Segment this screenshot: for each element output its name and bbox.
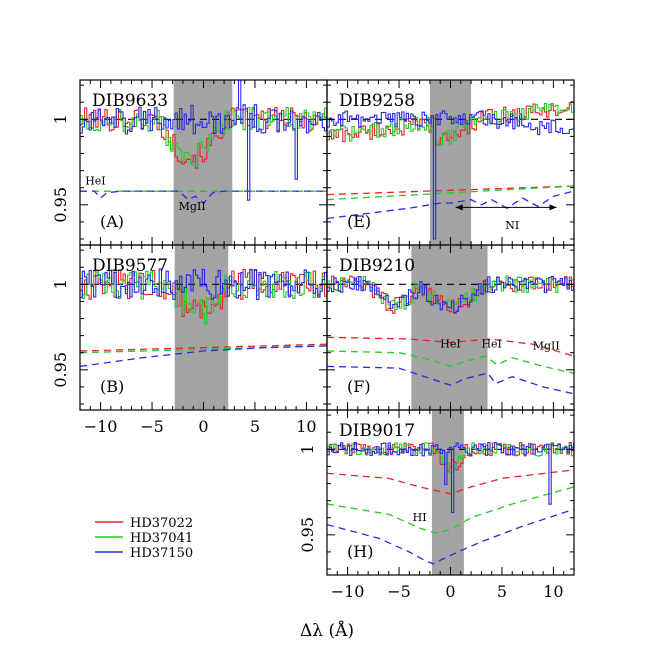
panel-title-a: DIB9633	[92, 91, 168, 111]
panel-b: −10 −5 0 5 10 1 0.95 DIB9577 (B)	[51, 244, 328, 436]
model-line-hd37150-h	[327, 508, 574, 565]
panel-title-h: DIB9017	[339, 421, 415, 441]
model-line-hd37022-h	[327, 469, 574, 495]
shaded-band-h	[431, 410, 464, 575]
model-line-hd37041-e	[327, 185, 574, 201]
legend-label-hd37150: HD37150	[130, 546, 193, 561]
spectrum-hd37041-e	[327, 101, 574, 147]
y-tick-label-b: 1	[51, 279, 70, 289]
line-annotation-f: MgII	[533, 339, 560, 352]
model-line-hd37022-e	[327, 185, 574, 196]
spectrum-hd37041-b	[80, 268, 327, 325]
y-tick-label-a: 1	[51, 114, 70, 124]
y-tick-label-a: 0.95	[51, 187, 70, 223]
model-line-hd37150-a	[80, 190, 327, 204]
panel-label-e: (E)	[347, 212, 371, 231]
shaded-band-f	[411, 245, 488, 410]
x-axis-label: Δλ (Å)	[300, 620, 354, 641]
x-tick-label-h: 0	[445, 582, 455, 601]
y-tick-label-h: 0.95	[298, 517, 317, 553]
range-arrow-head-left-e	[455, 204, 463, 211]
y-tick-label-b: 0.95	[51, 352, 70, 388]
model-line-hd37150-f	[327, 365, 574, 395]
panels: 1 0.95 DIB9633 (A) HeI MgII DIB9258 (E) NI −10 −5 0…	[51, 79, 575, 601]
plot-area-b	[80, 245, 327, 410]
model-line-hd37041-h	[327, 486, 574, 534]
spectrum-hd37150-h	[327, 441, 574, 514]
shaded-band-e	[429, 80, 472, 245]
x-tick-label-b: −5	[140, 417, 164, 436]
model-line-hd37041-f	[327, 350, 574, 374]
x-tick-label-b: 5	[250, 417, 260, 436]
legend-label-hd37041: HD37041	[130, 531, 193, 546]
y-tick-label-h: 1	[298, 444, 317, 454]
spectrum-hd37150-e	[327, 110, 574, 240]
model-line-hd37150-e	[327, 190, 574, 220]
line-annotation-e: NI	[505, 219, 519, 232]
panel-f: DIB9210 (F) HeI HeI MgII	[326, 244, 575, 411]
panel-e: DIB9258 (E) NI	[326, 79, 575, 246]
line-annotation-h: HI	[413, 511, 427, 524]
plot-area-h	[327, 410, 574, 575]
panel-a: 1 0.95 DIB9633 (A) HeI MgII	[51, 79, 328, 246]
x-tick-label-h: −10	[331, 582, 365, 601]
spectrum-hd37041-a	[80, 106, 327, 167]
x-tick-label-b: −10	[84, 417, 118, 436]
legend: HD37022 HD37041 HD37150	[95, 516, 193, 561]
panel-title-b: DIB9577	[92, 256, 168, 276]
legend-label-hd37022: HD37022	[130, 516, 193, 531]
plot-area-a	[80, 80, 327, 245]
line-annotation-f: HeI	[440, 338, 460, 351]
line-annotation-a: HeI	[85, 174, 105, 187]
panel-h: −10 −5 0 5 10 1 0.95 DIB9017 (H) HI	[298, 409, 575, 601]
model-line-hd37150-b	[80, 345, 327, 368]
panel-label-a: (A)	[100, 212, 124, 231]
range-arrow-head-right-e	[549, 204, 557, 211]
x-tick-label-h: −5	[387, 582, 411, 601]
panel-label-h: (H)	[347, 542, 373, 561]
x-tick-label-b: 10	[296, 417, 316, 436]
panel-label-b: (B)	[100, 377, 124, 396]
x-tick-label-b: 0	[198, 417, 208, 436]
plot-area-f	[327, 245, 574, 410]
panel-title-e: DIB9258	[339, 91, 415, 111]
model-line-hd37022-b	[80, 343, 327, 352]
shaded-band-a	[173, 80, 233, 245]
spectrum-hd37150-b	[80, 268, 327, 301]
spectrum-hd37150-f	[327, 275, 574, 314]
panel-title-f: DIB9210	[339, 256, 415, 276]
plot-area-e	[327, 80, 574, 245]
line-annotation-a: MgII	[179, 200, 206, 213]
panel-label-f: (F)	[347, 377, 371, 396]
shaded-band-b	[174, 245, 229, 410]
x-tick-label-h: 5	[497, 582, 507, 601]
line-annotation-f: HeI	[481, 338, 501, 351]
x-tick-label-h: 10	[543, 582, 563, 601]
spectrum-hd37150-a	[80, 80, 327, 201]
